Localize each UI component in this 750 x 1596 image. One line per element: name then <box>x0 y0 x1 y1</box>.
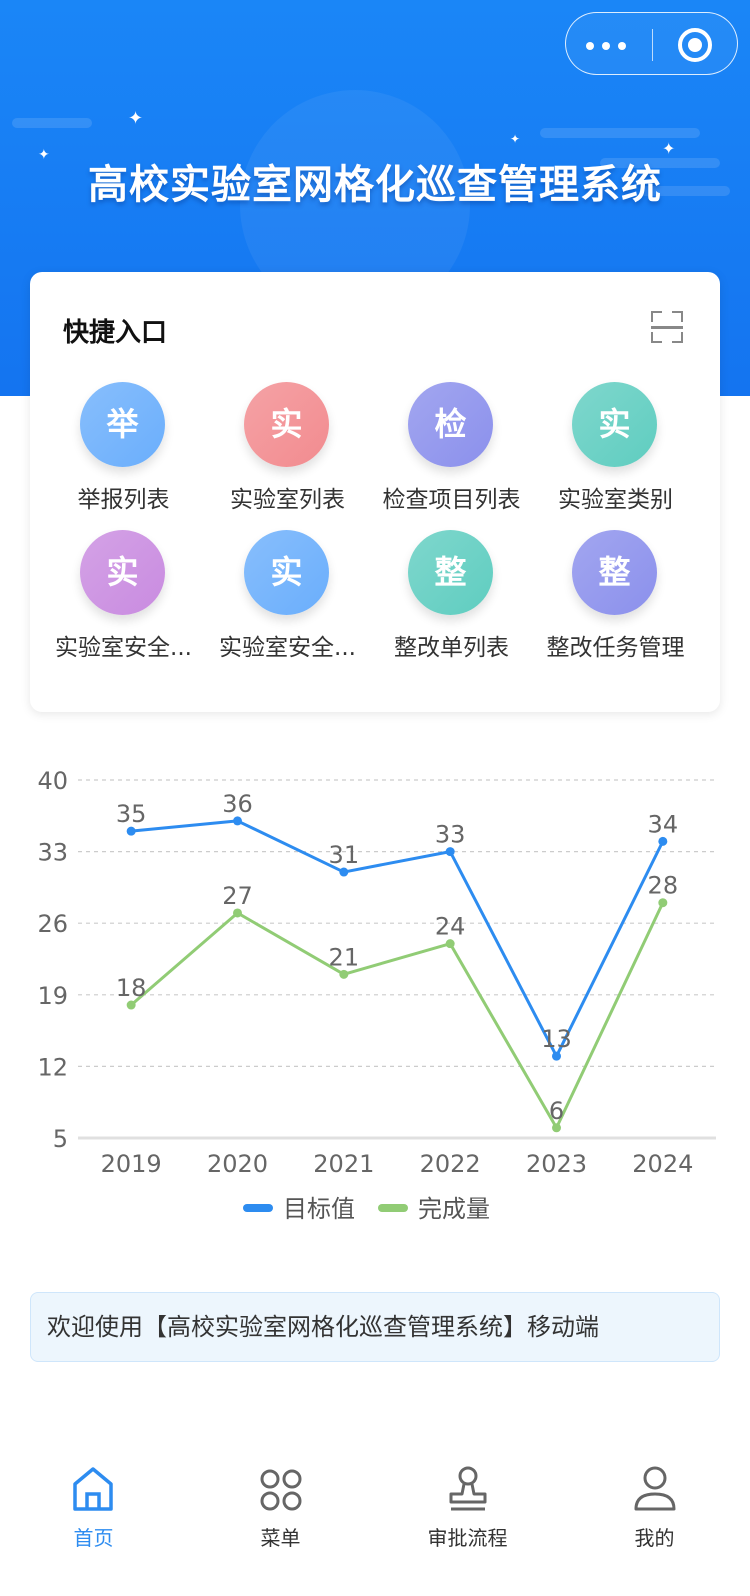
quick-entry-item[interactable]: 整整改任务管理 <box>532 530 699 670</box>
line-chart: 5 12 19 26 33 40 2019 2020 2021 2022 2023 2024 35 36 3… <box>0 750 750 1250</box>
legend-label: 完成量 <box>418 1195 490 1223</box>
y-tick-label: 5 <box>53 1125 68 1153</box>
entry-glyph-icon: 整 <box>572 530 657 615</box>
sparkle-icon: ✦ <box>662 139 676 158</box>
tab-label: 首页 <box>73 1526 114 1550</box>
data-point <box>552 1051 561 1061</box>
stamp-icon <box>449 1466 487 1511</box>
quick-entry-item[interactable]: 实实验室列表 <box>204 382 371 522</box>
quick-entry-label: 实验室类别 <box>558 487 673 513</box>
quick-entry-item[interactable]: 整整改单列表 <box>368 530 535 670</box>
data-label: 27 <box>222 882 253 910</box>
data-label: 24 <box>435 913 466 941</box>
entry-glyph-icon: 检 <box>408 382 493 467</box>
welcome-notice: 欢迎使用【高校实验室网格化巡查管理系统】移动端 <box>30 1292 720 1362</box>
data-point <box>552 1123 561 1133</box>
entry-glyph-icon: 实 <box>80 530 165 615</box>
x-tick-label: 2023 <box>526 1150 587 1178</box>
bottom-tab-bar: 首页 菜单 审批流程 我的 <box>0 1448 750 1596</box>
tab-home[interactable]: 首页 <box>0 1448 187 1568</box>
banner-decoration <box>600 158 720 168</box>
entry-glyph-icon: 实 <box>572 382 657 467</box>
data-point <box>445 847 455 857</box>
series-line <box>130 902 665 1130</box>
scan-icon[interactable] <box>651 311 683 343</box>
banner-decoration <box>12 118 92 128</box>
y-tick-label: 12 <box>37 1053 68 1081</box>
chart-svg: 5 12 19 26 33 40 2019 2020 2021 2022 2023 2024 35 36 3… <box>37 767 716 1223</box>
data-label: 34 <box>648 810 679 838</box>
x-tick-label: 2022 <box>420 1150 481 1178</box>
sparkle-icon: ✦ <box>510 132 521 146</box>
sparkle-icon: ✦ <box>128 108 144 129</box>
banner-decoration <box>640 186 730 196</box>
legend-label: 目标值 <box>283 1195 355 1223</box>
data-label: 28 <box>648 872 679 900</box>
home-icon <box>73 1467 113 1511</box>
sparkle-icon: ✦ <box>38 147 50 163</box>
quick-entry-title: 快捷入口 <box>63 318 168 348</box>
y-tick-label: 33 <box>37 839 68 867</box>
quick-entry-label: 实验室列表 <box>230 487 345 513</box>
quick-entry-item[interactable]: 实实验室安全... <box>204 530 371 670</box>
user-icon <box>634 1466 676 1511</box>
y-tick-label: 40 <box>37 767 68 795</box>
page-title: 高校实验室网格化巡查管理系统 <box>88 162 662 208</box>
tab-label: 菜单 <box>260 1526 301 1550</box>
quick-entry-item[interactable]: 举举报列表 <box>40 382 207 522</box>
target-close-icon[interactable] <box>678 28 712 62</box>
y-tick-label: 26 <box>37 910 68 938</box>
data-label: 6 <box>549 1097 564 1125</box>
quick-entry-label: 整改单列表 <box>394 635 509 661</box>
data-label: 31 <box>329 841 360 869</box>
legend-swatch <box>378 1204 408 1212</box>
x-tick-label: 2020 <box>207 1150 268 1178</box>
tab-label: 我的 <box>634 1526 675 1550</box>
entry-glyph-icon: 举 <box>80 382 165 467</box>
data-point <box>339 867 349 877</box>
quick-entry-label: 实验室安全... <box>219 635 356 661</box>
tab-approval[interactable]: 审批流程 <box>374 1448 561 1568</box>
quick-entry-label: 检查项目列表 <box>382 487 521 513</box>
data-label: 36 <box>222 790 253 818</box>
quick-entry-item[interactable]: 检检查项目列表 <box>368 382 535 522</box>
banner-decoration <box>540 128 700 138</box>
data-point <box>445 939 455 949</box>
menu-grid-icon <box>260 1469 302 1511</box>
x-tick-label: 2024 <box>632 1150 693 1178</box>
legend-swatch <box>243 1204 273 1212</box>
data-label: 33 <box>435 821 466 849</box>
x-tick-label: 2019 <box>101 1150 162 1178</box>
entry-glyph-icon: 实 <box>244 382 329 467</box>
series-line <box>131 819 665 1058</box>
data-point <box>658 836 668 846</box>
quick-entry-card: 快捷入口 举举报列表实实验室列表检检查项目列表实实验室类别实实验室安全... 实实… <box>30 272 720 712</box>
capsule-divider <box>652 29 653 61</box>
entry-glyph-icon: 实 <box>244 530 329 615</box>
mini-program-capsule <box>565 12 738 75</box>
data-label: 18 <box>116 974 147 1002</box>
quick-entry-item[interactable]: 实实验室安全... <box>40 530 207 670</box>
data-point <box>126 826 136 836</box>
quick-entry-item[interactable]: 实实验室类别 <box>532 382 699 522</box>
entry-glyph-icon: 整 <box>408 530 493 615</box>
y-tick-label: 19 <box>37 982 68 1010</box>
tab-label: 审批流程 <box>427 1526 508 1550</box>
data-label: 13 <box>541 1025 572 1053</box>
tab-menu[interactable]: 菜单 <box>187 1448 374 1568</box>
data-point <box>339 969 349 979</box>
data-point <box>658 898 668 908</box>
quick-entry-label: 举报列表 <box>77 487 170 513</box>
data-label: 35 <box>116 800 147 828</box>
data-label: 21 <box>329 943 360 971</box>
quick-entry-label: 整改任务管理 <box>546 635 685 661</box>
more-dots-icon[interactable] <box>586 30 636 60</box>
x-tick-label: 2021 <box>313 1150 374 1178</box>
quick-entry-label: 实验室安全... <box>55 635 192 661</box>
data-point <box>233 816 242 826</box>
data-point <box>126 1000 136 1010</box>
tab-mine[interactable]: 我的 <box>561 1448 748 1568</box>
data-point <box>233 908 242 918</box>
